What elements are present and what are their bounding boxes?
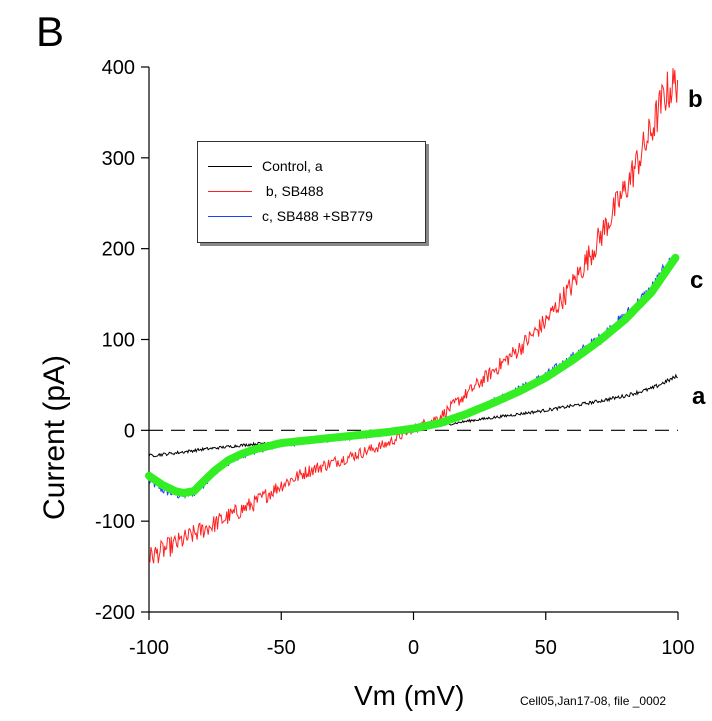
x-tick-label: 0 [408, 637, 419, 659]
x-tick-label: -100 [129, 637, 169, 659]
file-footnote: Cell05,Jan17-08, file _0002 [520, 694, 667, 708]
legend: Control, a b, SB488 c, SB488 +SB779 [197, 141, 426, 243]
curve-label-c: c [690, 267, 704, 294]
legend-entry-sb488: b, SB488 [208, 182, 324, 200]
curve-label-a: a [692, 383, 706, 410]
y-tick-label: 100 [102, 330, 135, 352]
legend-swatch-sb488 [208, 190, 252, 192]
legend-swatch-sb488-sb779 [208, 215, 252, 217]
y-tick-label: -100 [95, 511, 135, 533]
x-tick-label: 100 [661, 637, 694, 659]
series-a-control [148, 373, 678, 458]
y-tick-label: 300 [102, 148, 135, 170]
series-fit-green [145, 253, 680, 497]
legend-label-sb488: b, SB488 [262, 183, 324, 199]
curve-label-b: b [688, 86, 703, 113]
y-axis-label: Current (pA) [38, 354, 71, 520]
legend-label-sb488-sb779: c, SB488 +SB779 [262, 208, 373, 224]
x-tick-label: -50 [267, 637, 296, 659]
panel-letter: B [36, 8, 65, 55]
x-axis-label: Vm (mV) [354, 680, 465, 711]
legend-label-control: Control, a [262, 158, 323, 174]
y-tick-label: 400 [102, 57, 135, 79]
y-tick-label: -200 [95, 602, 135, 624]
y-tick-label: 200 [102, 239, 135, 261]
x-tick-label: 50 [535, 637, 557, 659]
legend-entry-control: Control, a [208, 157, 323, 175]
legend-entry-sb488-sb779: c, SB488 +SB779 [208, 207, 373, 225]
y-tick-label: 0 [124, 420, 135, 442]
legend-swatch-control [208, 165, 252, 167]
